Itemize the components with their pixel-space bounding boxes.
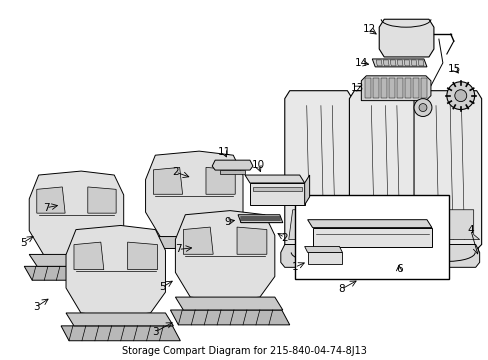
Bar bbox=[294, 195, 448, 279]
Circle shape bbox=[454, 90, 466, 102]
Polygon shape bbox=[396, 60, 402, 66]
Polygon shape bbox=[37, 187, 65, 213]
Polygon shape bbox=[409, 244, 479, 267]
Polygon shape bbox=[403, 60, 409, 66]
Polygon shape bbox=[29, 255, 131, 266]
Polygon shape bbox=[145, 237, 250, 248]
Text: 14: 14 bbox=[354, 58, 367, 68]
Polygon shape bbox=[371, 59, 426, 67]
Text: 15: 15 bbox=[447, 64, 461, 74]
Polygon shape bbox=[417, 210, 479, 239]
Text: 12: 12 bbox=[362, 24, 375, 34]
Polygon shape bbox=[383, 60, 388, 66]
Polygon shape bbox=[349, 91, 416, 252]
Polygon shape bbox=[345, 244, 414, 267]
Polygon shape bbox=[24, 266, 136, 280]
Polygon shape bbox=[170, 310, 289, 325]
Polygon shape bbox=[145, 151, 243, 240]
Polygon shape bbox=[353, 210, 414, 239]
Text: 6: 6 bbox=[395, 264, 402, 274]
Text: 13: 13 bbox=[350, 83, 363, 93]
Circle shape bbox=[446, 82, 474, 109]
Text: 7: 7 bbox=[175, 244, 182, 255]
Polygon shape bbox=[420, 78, 426, 98]
Text: 2: 2 bbox=[172, 167, 178, 177]
Polygon shape bbox=[417, 60, 423, 66]
Polygon shape bbox=[237, 227, 266, 254]
Polygon shape bbox=[88, 187, 116, 213]
Polygon shape bbox=[249, 183, 304, 205]
Polygon shape bbox=[361, 76, 430, 100]
Text: 8: 8 bbox=[337, 284, 344, 294]
Circle shape bbox=[413, 99, 431, 117]
Polygon shape bbox=[220, 170, 244, 174]
Text: Storage Compart Diagram for 215-840-04-74-8J13: Storage Compart Diagram for 215-840-04-7… bbox=[122, 346, 366, 356]
Polygon shape bbox=[372, 78, 379, 98]
Text: 3: 3 bbox=[33, 302, 40, 312]
Text: 10: 10 bbox=[251, 160, 264, 170]
Polygon shape bbox=[413, 91, 481, 252]
Text: 7: 7 bbox=[43, 203, 49, 213]
Circle shape bbox=[418, 104, 426, 112]
Polygon shape bbox=[175, 211, 274, 301]
Polygon shape bbox=[312, 228, 431, 247]
Polygon shape bbox=[288, 210, 350, 239]
Polygon shape bbox=[127, 242, 157, 270]
Polygon shape bbox=[175, 297, 282, 310]
Text: 11: 11 bbox=[217, 147, 230, 157]
Polygon shape bbox=[238, 215, 282, 223]
Polygon shape bbox=[61, 326, 180, 341]
Polygon shape bbox=[244, 175, 304, 183]
Polygon shape bbox=[66, 225, 165, 317]
Polygon shape bbox=[381, 78, 386, 98]
Text: 3: 3 bbox=[152, 327, 159, 337]
Polygon shape bbox=[375, 60, 382, 66]
Polygon shape bbox=[307, 220, 431, 228]
Polygon shape bbox=[280, 244, 350, 267]
Polygon shape bbox=[66, 313, 173, 326]
Polygon shape bbox=[389, 60, 395, 66]
Polygon shape bbox=[212, 160, 252, 170]
Polygon shape bbox=[284, 91, 352, 252]
Polygon shape bbox=[304, 175, 309, 205]
Polygon shape bbox=[29, 171, 123, 258]
Text: 1: 1 bbox=[291, 262, 297, 272]
Polygon shape bbox=[365, 78, 370, 98]
Polygon shape bbox=[304, 247, 342, 252]
Polygon shape bbox=[252, 187, 301, 191]
Polygon shape bbox=[205, 167, 235, 194]
Text: 4: 4 bbox=[467, 225, 473, 235]
Text: 2: 2 bbox=[281, 233, 287, 243]
Text: 5: 5 bbox=[20, 238, 26, 248]
Text: 5: 5 bbox=[159, 282, 165, 292]
Polygon shape bbox=[410, 60, 416, 66]
Polygon shape bbox=[396, 78, 402, 98]
Polygon shape bbox=[412, 78, 418, 98]
Polygon shape bbox=[153, 167, 182, 194]
Polygon shape bbox=[307, 252, 342, 264]
Text: 9: 9 bbox=[224, 217, 231, 227]
Polygon shape bbox=[404, 78, 410, 98]
Polygon shape bbox=[74, 242, 103, 270]
Polygon shape bbox=[379, 19, 433, 57]
Polygon shape bbox=[183, 227, 213, 254]
Polygon shape bbox=[388, 78, 394, 98]
